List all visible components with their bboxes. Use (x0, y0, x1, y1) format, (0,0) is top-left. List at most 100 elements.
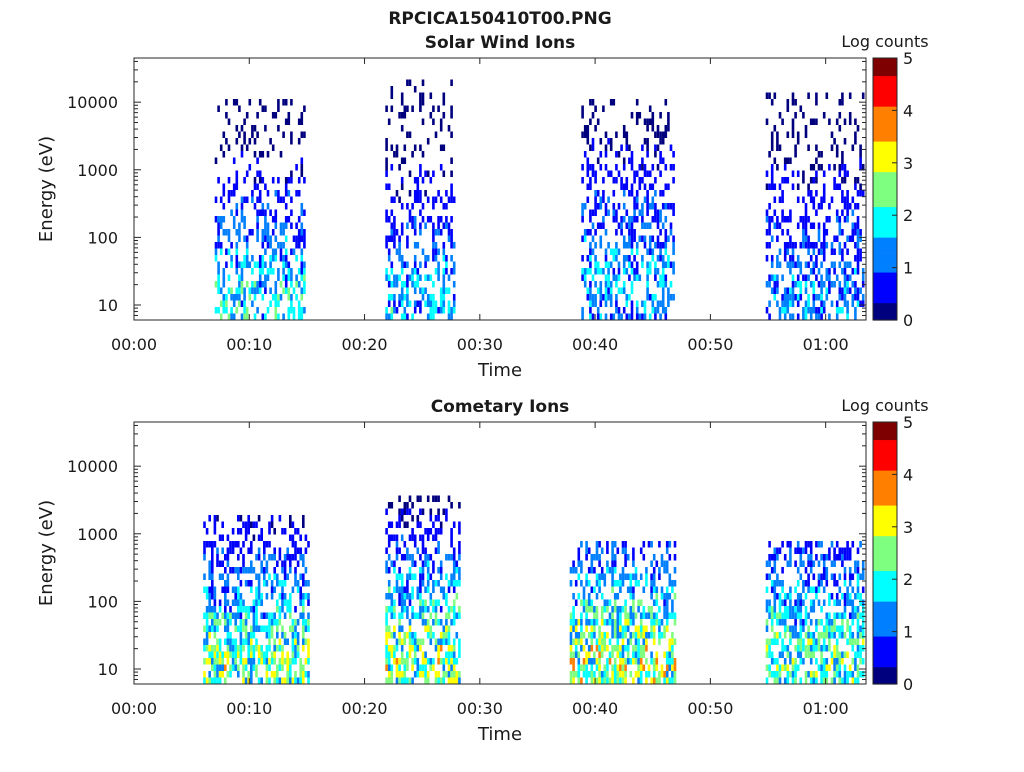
heatmap-cell (776, 274, 779, 281)
heatmap-cell (235, 170, 239, 177)
heatmap-cell (294, 567, 297, 574)
heatmap-cell (290, 300, 293, 307)
heatmap-cell (256, 261, 259, 268)
heatmap-cell (671, 632, 674, 639)
heatmap-cell (660, 554, 664, 561)
colorbar-frame (872, 57, 898, 321)
heatmap-cell (615, 307, 618, 314)
heatmap-cell (809, 313, 813, 320)
heatmap-cell (208, 612, 211, 619)
heatmap-cell (287, 307, 291, 314)
heatmap-cell (817, 560, 821, 567)
heatmap-cell (426, 632, 430, 639)
heatmap-cell (447, 235, 451, 242)
heatmap-cell (432, 294, 435, 301)
heatmap-cell (274, 112, 278, 119)
heatmap-cell (232, 300, 236, 307)
heatmap-cell (830, 131, 834, 138)
heatmap-cell (778, 261, 782, 268)
heatmap-cell (585, 625, 588, 632)
heatmap-cell (621, 671, 625, 678)
heatmap-cell (593, 677, 596, 684)
heatmap-cell (284, 222, 288, 229)
heatmap-cell (583, 125, 587, 132)
colorbar-swatch (873, 175, 897, 181)
heatmap-cell (622, 235, 626, 242)
heatmap-cell (400, 281, 404, 288)
heatmap-cell (244, 619, 248, 626)
heatmap-cell (783, 619, 787, 626)
heatmap-cell (768, 300, 771, 307)
heatmap-cell (406, 580, 409, 587)
heatmap-cell (770, 606, 774, 613)
heatmap-cell (828, 547, 831, 554)
heatmap-cell (802, 313, 805, 320)
heatmap-cell (439, 606, 443, 613)
heatmap-cell (846, 281, 849, 288)
heatmap-cell (385, 157, 388, 164)
heatmap-cell (569, 567, 573, 574)
heatmap-cell (222, 229, 226, 236)
colorbar-swatch (873, 570, 897, 576)
heatmap-cell (387, 671, 391, 678)
heatmap-cell (622, 242, 626, 249)
heatmap-cell (455, 671, 459, 678)
heatmap-cell (608, 658, 612, 665)
heatmap-cell (235, 183, 239, 190)
heatmap-cell (587, 580, 591, 587)
heatmap-cell (232, 216, 236, 223)
heatmap-cell (851, 144, 855, 151)
heatmap-cell (799, 625, 803, 632)
heatmap-cell (776, 638, 779, 645)
colorbar-swatch (873, 267, 897, 273)
heatmap-cell (809, 196, 813, 203)
heatmap-cell (258, 99, 262, 106)
heatmap-cell (783, 248, 787, 255)
heatmap-cell (390, 196, 394, 203)
heatmap-cell (609, 170, 613, 177)
heatmap-cell (239, 625, 243, 632)
heatmap-cell (825, 658, 829, 665)
heatmap-cell (609, 261, 613, 268)
heatmap-cell (841, 658, 844, 665)
heatmap-cell (270, 612, 274, 619)
heatmap-cell (304, 593, 308, 600)
heatmap-cell (239, 619, 243, 626)
heatmap-cell (429, 528, 433, 535)
heatmap-cell (656, 164, 660, 171)
heatmap-cell (282, 287, 285, 294)
heatmap-cell (809, 242, 813, 249)
heatmap-cell (629, 638, 633, 645)
heatmap-cell (843, 651, 847, 658)
heatmap-cell (635, 216, 639, 223)
heatmap-cell (304, 658, 308, 665)
colorbar-swatch (873, 448, 897, 454)
heatmap-cell (403, 541, 407, 548)
heatmap-cell (572, 671, 575, 678)
heatmap-cell (617, 307, 621, 314)
heatmap-cell (244, 625, 248, 632)
heatmap-cell (859, 541, 862, 548)
heatmap-cell (203, 677, 206, 684)
heatmap-cell (442, 222, 446, 229)
heatmap-cell (668, 593, 672, 600)
heatmap-cell (230, 313, 233, 320)
heatmap-cell (403, 632, 407, 639)
heatmap-cell (400, 677, 404, 684)
heatmap-cell (796, 261, 800, 268)
heatmap-cell (413, 307, 417, 314)
heatmap-cell (856, 612, 860, 619)
heatmap-cell (828, 593, 831, 600)
heatmap-cell (247, 677, 250, 684)
heatmap-cell (628, 274, 631, 281)
heatmap-cell (587, 632, 591, 639)
heatmap-cell (624, 612, 627, 619)
heatmap-cell (225, 99, 228, 106)
heatmap-cell (641, 157, 644, 164)
heatmap-cell (227, 248, 231, 255)
heatmap-cell (250, 541, 253, 548)
heatmap-cell (589, 229, 592, 236)
heatmap-cell (815, 274, 818, 281)
heatmap-cell (213, 599, 217, 606)
colorbar-tick-label: 2 (903, 206, 913, 225)
